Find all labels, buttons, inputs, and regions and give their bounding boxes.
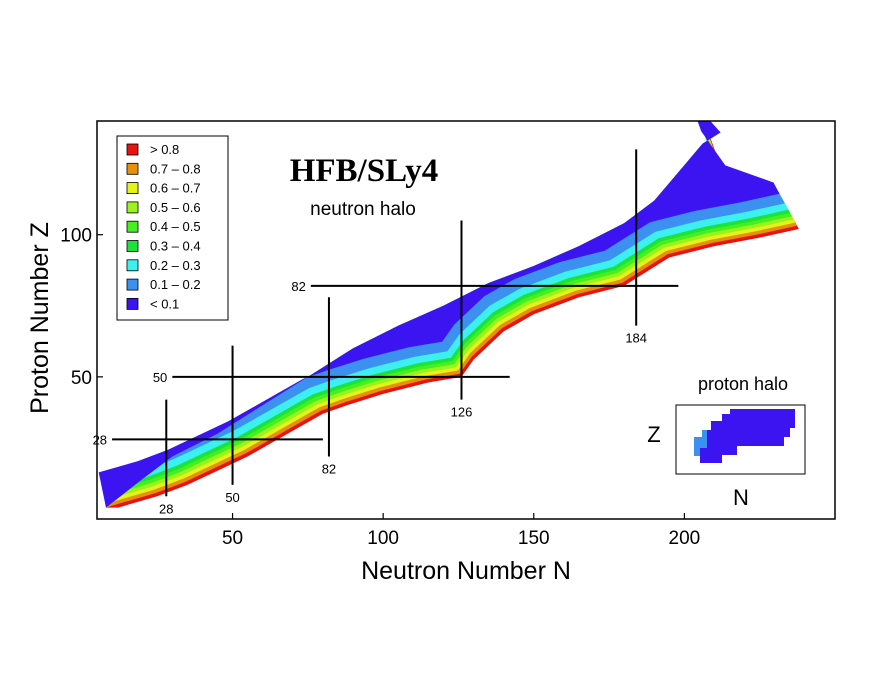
inset-shape-edge xyxy=(694,430,707,456)
legend-swatch xyxy=(126,143,139,156)
inset-title: proton halo xyxy=(698,374,788,394)
x-tick-label: 100 xyxy=(367,528,399,549)
legend-label: 0.5 – 0.6 xyxy=(150,200,201,215)
legend-swatch xyxy=(126,220,139,233)
proton-magic-label-82: 82 xyxy=(291,279,305,294)
x-tick-label: 150 xyxy=(518,528,550,549)
legend-swatch xyxy=(126,278,139,291)
nuclide-chart-region xyxy=(98,121,799,508)
proton-magic-label-50: 50 xyxy=(153,370,167,385)
legend-swatch xyxy=(126,162,139,175)
proton-halo-inset: proton halo Z N xyxy=(647,374,806,510)
inset-shape xyxy=(694,409,795,463)
inset-ylabel: Z xyxy=(647,422,660,447)
x-tick-label: 200 xyxy=(669,528,701,549)
legend-label: 0.7 – 0.8 xyxy=(150,161,201,176)
legend-label: 0.4 – 0.5 xyxy=(150,219,201,234)
legend-label: < 0.1 xyxy=(150,296,179,311)
legend: > 0.8 0.7 – 0.8 0.6 – 0.7 0.5 – 0.6 0.4 – 0.… xyxy=(116,135,229,321)
x-axis-ticks: 50 100 150 200 xyxy=(222,513,700,549)
legend-label: 0.1 – 0.2 xyxy=(150,277,201,292)
neutron-magic-label-28: 28 xyxy=(159,501,173,516)
chart-title: HFB/SLy4 xyxy=(290,153,439,189)
plot-frame xyxy=(96,120,836,520)
legend-swatch xyxy=(126,182,139,195)
legend-label: 0.6 – 0.7 xyxy=(150,181,201,196)
x-axis-label: Neutron Number N xyxy=(361,557,571,585)
legend-label: 0.2 – 0.3 xyxy=(150,258,201,273)
proton-magic-label-28: 28 xyxy=(93,432,107,447)
magic-number-lines: 28 50 82 28 50 82 126 184 xyxy=(93,149,679,516)
y-tick-label: 50 xyxy=(71,368,92,389)
legend-swatch xyxy=(126,259,139,272)
neutron-magic-label-126: 126 xyxy=(451,405,473,420)
y-axis-ticks: 50 100 xyxy=(60,226,103,389)
x-tick-label: 50 xyxy=(222,528,243,549)
y-axis-label: Proton Number Z xyxy=(26,222,54,414)
inset-xlabel: N xyxy=(733,485,749,510)
legend-swatch xyxy=(126,240,139,252)
y-tick-label: 100 xyxy=(60,226,92,247)
legend-label: > 0.8 xyxy=(150,142,179,157)
legend-swatch xyxy=(126,201,139,214)
neutron-magic-label-82: 82 xyxy=(322,461,336,476)
legend-label: 0.3 – 0.4 xyxy=(150,239,201,254)
legend-swatch xyxy=(126,297,139,310)
neutron-magic-label-184: 184 xyxy=(625,331,647,346)
neutron-magic-label-50: 50 xyxy=(225,490,239,505)
band-lt-0.1 xyxy=(98,121,780,508)
chart-subtitle: neutron halo xyxy=(310,199,416,220)
